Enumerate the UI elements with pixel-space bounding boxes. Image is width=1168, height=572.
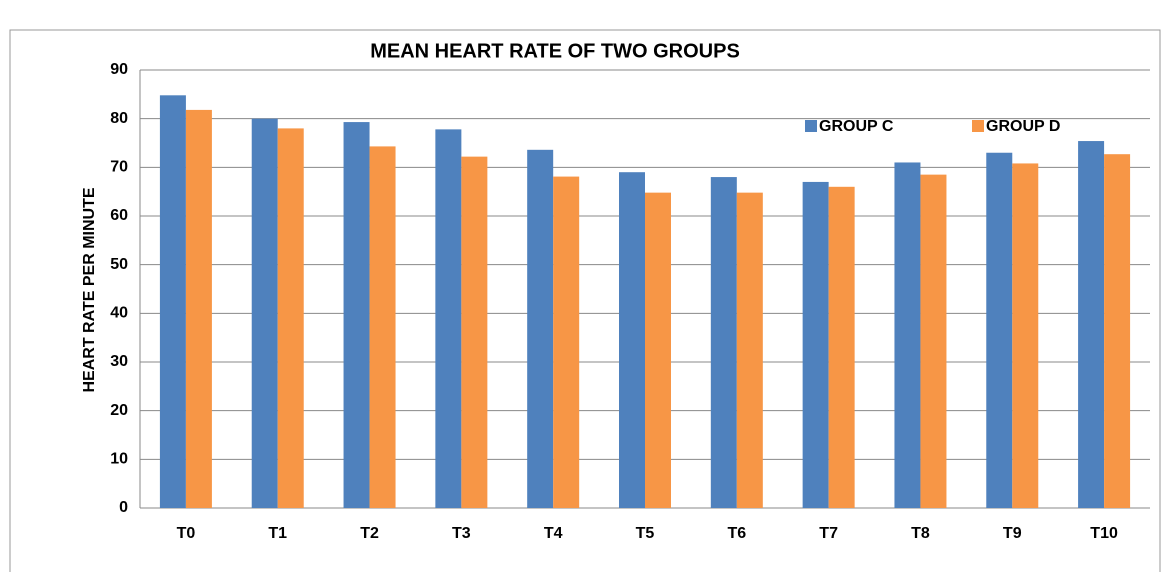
bar [894,162,921,508]
y-tick-label: 90 [110,61,128,78]
x-tick-label: T1 [268,525,287,542]
x-tick-label: T3 [452,525,471,542]
legend-swatch [805,120,817,132]
bar [527,149,554,508]
x-tick-label: T8 [911,525,930,542]
legend-swatch [972,120,984,132]
x-tick-label: T7 [819,525,838,542]
y-tick-label: 20 [110,402,128,419]
bar [710,177,737,509]
y-axis-label: HEART RATE PER MINUTE [81,187,98,392]
y-tick-label: 0 [119,499,128,516]
x-tick-label: T2 [360,525,379,542]
x-tick-label: T6 [727,525,746,542]
bar [1012,163,1039,508]
bar [435,129,462,508]
chart-title: MEAN HEART RATE OF TWO GROUPS [370,40,740,62]
bar [369,146,396,508]
bar [1104,154,1131,508]
x-tick-label: T5 [636,525,655,542]
bar [802,181,829,508]
y-tick-label: 60 [110,207,128,224]
bar [619,172,645,508]
bar [645,192,671,508]
x-tick-label: T9 [1003,525,1022,542]
y-tick-label: 10 [110,451,128,468]
bar [920,174,947,508]
legend-label: GROUP C [819,118,894,135]
legend-label: GROUP D [986,118,1060,135]
x-tick-label: T4 [544,525,563,542]
bar [461,156,488,509]
y-tick-label: 70 [110,159,128,176]
bar [1078,141,1105,508]
bar [159,95,186,508]
bar [343,122,370,508]
y-tick-label: 40 [110,305,128,322]
bar [986,152,1013,508]
bar [277,128,304,508]
x-tick-label: T0 [177,525,196,542]
y-tick-label: 30 [110,353,128,370]
bar [251,118,278,509]
bar [736,192,763,508]
y-tick-label: 50 [110,256,128,273]
x-tick-label: T10 [1090,525,1118,542]
bar [185,109,212,508]
bar [553,176,580,508]
y-tick-label: 80 [110,110,128,127]
bar [828,186,855,509]
